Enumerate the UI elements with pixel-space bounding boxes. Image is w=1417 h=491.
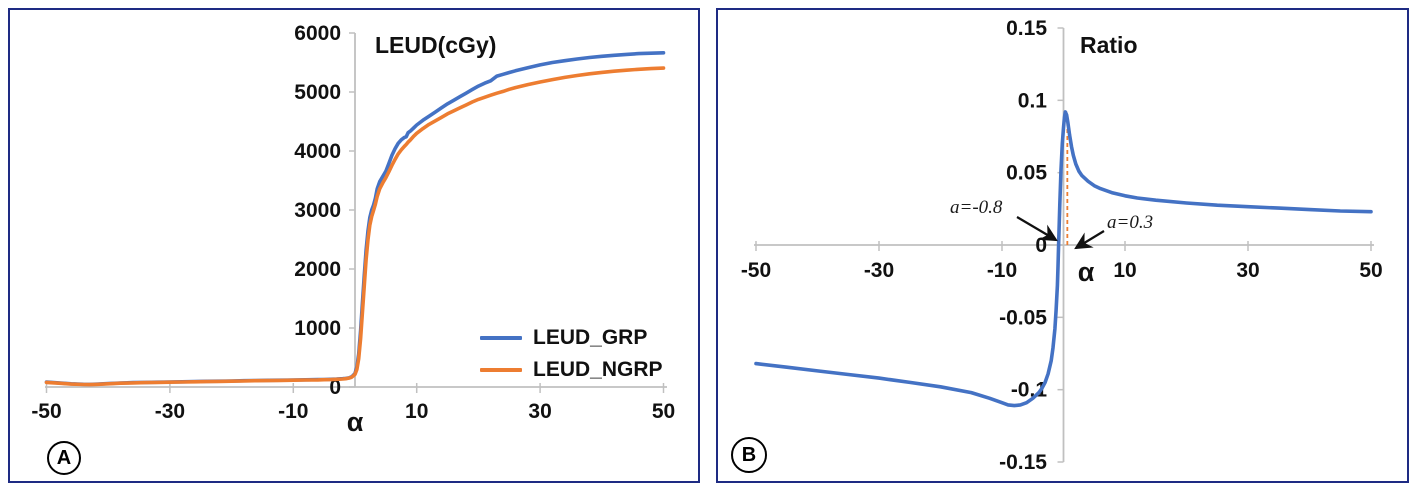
y-tick-label: 0.1 [1018,89,1048,112]
chart-b-xaxis-label: α [1077,257,1095,287]
chart-b-title: Ratio [1080,32,1138,58]
y-tick-label: 5000 [294,81,341,104]
legend-label-leud-ngrp: LEUD_NGRP [533,358,663,381]
x-tick-label: 50 [1359,259,1382,282]
x-tick-label: -10 [278,400,308,423]
y-tick-label: 6000 [294,22,341,45]
y-tick-label: -0.15 [999,451,1047,474]
legend-item-leud-grp: LEUD_GRP [480,322,663,354]
x-tick-label: 10 [405,400,428,423]
x-tick-label: 10 [1113,259,1136,282]
chart-a-canvas: 0 1000 2000 3000 4000 5000 6000 -50 -30 -10 10 30 50 [31,22,675,423]
annotation-a-neg-0point8: a=-0.8 [950,197,1003,218]
x-tick-label: 30 [528,400,551,423]
chart-a-xaxis-label: α [346,407,364,437]
legend-label-leud-grp: LEUD_GRP [533,326,648,349]
x-tick-label: -10 [987,259,1017,282]
panel-b-badge-letter: B [741,443,757,466]
y-tick-label: 0 [329,376,341,399]
legend: LEUD_GRP LEUD_NGRP [480,322,663,386]
y-tick-label: 0.05 [1006,162,1047,185]
y-tick-label: 3000 [294,199,341,222]
panel-b-badge: B [731,437,767,473]
x-tick-label: 30 [1236,259,1259,282]
panel-a-badge: A [47,441,81,475]
chart-b-canvas: -0.15 -0.1 -0.05 0 0.05 0.1 0.15 -50 -30 -10 10 30 5… [741,17,1383,474]
chart-a-title: LEUD(cGy) [375,32,497,58]
legend-swatch-leud-grp [480,336,522,340]
legend-swatch-leud-ngrp [480,368,522,372]
series-Ratio-line [754,110,1373,408]
panel-a-badge-letter: A [56,446,72,469]
annotation-arrow [1074,230,1105,250]
y-tick-label: 0.15 [1006,17,1047,40]
y-tick-label: 1000 [294,317,341,340]
x-tick-label: -30 [155,400,185,423]
legend-item-leud-ngrp: LEUD_NGRP [480,354,663,386]
panel-b: -0.15 -0.1 -0.05 0 0.05 0.1 0.15 -50 -30 -10 10 30 5… [716,8,1409,483]
annotation-a-0point3: a=0.3 [1107,212,1154,233]
annotation-arrow [1016,216,1058,242]
y-tick-label: 2000 [294,258,341,281]
x-tick-label: -30 [864,259,894,282]
panel-a: 0 1000 2000 3000 4000 5000 6000 -50 -30 -10 10 30 50… [8,8,700,483]
x-tick-label: 50 [652,400,675,423]
y-tick-label: 4000 [294,140,341,163]
y-tick-label: -0.1 [1011,379,1048,402]
x-tick-label: -50 [31,400,61,423]
series-LEUD_NGRP-line [44,66,666,387]
y-tick-label: -0.05 [999,306,1047,329]
y-tick-label: 0 [1035,234,1047,257]
x-tick-label: -50 [741,259,771,282]
